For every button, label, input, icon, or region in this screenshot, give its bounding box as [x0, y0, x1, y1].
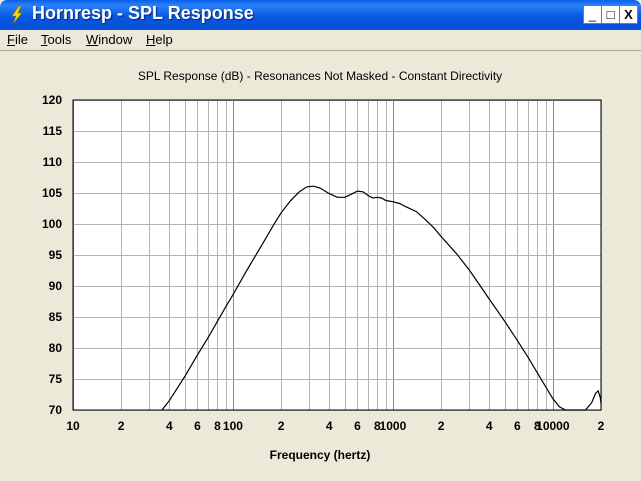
- x-tick-label: 10: [66, 419, 80, 433]
- x-tick-label: 2: [278, 419, 285, 433]
- menu-bar: File Tools Window Help: [0, 30, 641, 50]
- spl-response-line: [161, 185, 602, 411]
- y-tick-label: 95: [49, 248, 63, 262]
- y-axis-ticks: 70 75 80 85 90 95 100 105 110 115 120: [42, 93, 62, 417]
- x-tick-label: 4: [166, 419, 173, 433]
- x-tick-label: 2: [438, 419, 445, 433]
- title-bar[interactable]: Hornresp - SPL Response _ □ X: [0, 0, 641, 30]
- y-tick-label: 115: [43, 124, 63, 138]
- spl-chart: SPL Response (dB) - Resonances Not Maske…: [42, 69, 605, 462]
- x-tick-label: 8: [534, 419, 541, 433]
- x-tick-label: 6: [194, 419, 201, 433]
- x-tick-label: 100: [223, 419, 243, 433]
- y-tick-label: 90: [49, 279, 63, 293]
- menu-help[interactable]: Help: [146, 32, 173, 47]
- menu-file[interactable]: File: [7, 32, 28, 47]
- lightning-icon: [11, 6, 23, 24]
- x-axis-label: Frequency (hertz): [270, 448, 371, 462]
- x-tick-label: 8: [374, 419, 381, 433]
- minimize-button[interactable]: _: [583, 5, 602, 24]
- y-tick-label: 120: [42, 93, 62, 107]
- chart-area: SPL Response (dB) - Resonances Not Maske…: [0, 51, 641, 481]
- x-tick-label: 2: [598, 419, 605, 433]
- y-tick-label: 75: [49, 372, 63, 386]
- y-tick-label: 80: [49, 341, 63, 355]
- x-tick-label: 10000: [536, 419, 570, 433]
- x-tick-label: 6: [354, 419, 361, 433]
- menu-separator: [0, 50, 641, 51]
- x-tick-label: 8: [214, 419, 221, 433]
- window-title: Hornresp - SPL Response: [32, 3, 254, 23]
- x-tick-label: 4: [486, 419, 493, 433]
- y-tick-label: 85: [49, 310, 63, 324]
- x-tick-label: 4: [326, 419, 333, 433]
- y-tick-label: 105: [42, 186, 62, 200]
- x-tick-label: 2: [118, 419, 125, 433]
- menu-tools[interactable]: Tools: [41, 32, 72, 47]
- x-tick-label: 1000: [380, 419, 407, 433]
- x-tick-label: 6: [514, 419, 521, 433]
- menu-window[interactable]: Window: [86, 32, 133, 47]
- y-tick-label: 70: [49, 403, 63, 417]
- chart-title: SPL Response (dB) - Resonances Not Maske…: [138, 69, 502, 83]
- maximize-button[interactable]: □: [601, 5, 620, 24]
- close-button[interactable]: X: [619, 5, 638, 24]
- y-tick-label: 100: [42, 217, 62, 231]
- plot-frame: [72, 99, 602, 411]
- y-tick-label: 110: [43, 155, 63, 169]
